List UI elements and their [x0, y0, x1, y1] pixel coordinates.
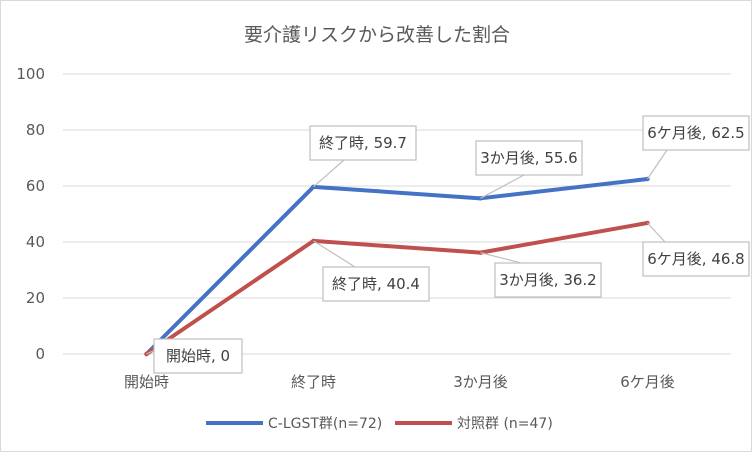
data-label-text: 6ケ月後, 46.8	[647, 250, 744, 268]
data-label-text: 開始時, 0	[166, 347, 230, 365]
data-label-callout: 3か月後, 36.2	[480, 252, 602, 298]
legend: C-LGST群(n=72) 対照群 (n=47)	[206, 416, 553, 432]
chart-title: 要介護リスクから改善した割合	[244, 24, 510, 46]
y-tick-label: 40	[26, 233, 45, 251]
y-axis-ticks: 0 20 40 60 80 100	[16, 65, 45, 363]
data-label-text: 6ケ月後, 62.5	[647, 124, 744, 142]
data-label-callout: 3か月後, 55.6	[475, 140, 583, 199]
legend-label-control: 対照群 (n=47)	[457, 416, 553, 432]
y-tick-label: 80	[26, 121, 45, 139]
data-label-callout: 6ケ月後, 62.5	[642, 115, 750, 180]
y-tick-label: 0	[35, 345, 45, 363]
data-label-callout: 6ケ月後, 46.8	[642, 222, 750, 277]
x-tick-label: 開始時	[124, 373, 169, 391]
series-line-1	[144, 220, 650, 356]
data-label-text: 3か月後, 36.2	[499, 271, 596, 289]
y-tick-label: 20	[26, 289, 45, 307]
data-label-callout: 終了時, 59.7	[309, 125, 417, 188]
data-label-text: 終了時, 59.7	[319, 134, 407, 152]
data-labels: 終了時, 59.7 3か月後, 55.6 6ケ月後, 62.5 開始時, 0 終了時, …	[146, 115, 750, 374]
gridlines	[63, 73, 731, 355]
x-tick-label: 3か月後	[453, 373, 508, 391]
x-tick-label: 6ケ月後	[620, 373, 675, 391]
data-label-callout: 終了時, 40.4	[313, 240, 430, 302]
y-tick-label: 60	[26, 177, 45, 195]
data-label-callout: 開始時, 0	[146, 338, 243, 374]
x-axis-ticks: 開始時 終了時 3か月後 6ケ月後	[124, 373, 675, 391]
data-label-text: 終了時, 40.4	[332, 275, 420, 293]
y-tick-label: 100	[16, 65, 45, 83]
data-label-text: 3か月後, 55.6	[480, 149, 577, 167]
legend-label-c-lgst: C-LGST群(n=72)	[268, 416, 382, 432]
series-line-0	[144, 177, 650, 356]
x-tick-label: 終了時	[291, 373, 336, 391]
